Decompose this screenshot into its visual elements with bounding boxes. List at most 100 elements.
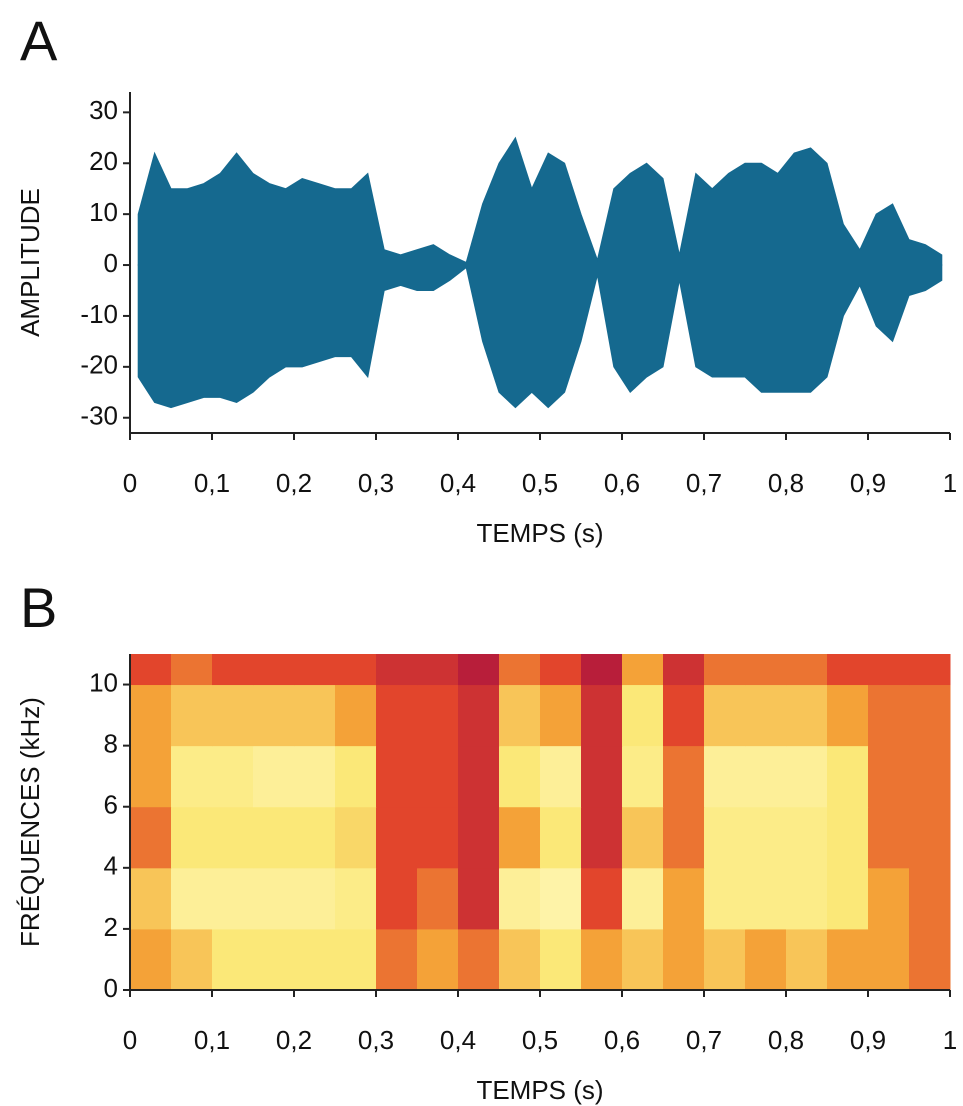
heat-cell <box>745 745 787 808</box>
heat-cell <box>704 745 746 808</box>
heat-cell <box>581 867 623 930</box>
heat-cell <box>909 684 951 747</box>
heat-cell <box>827 806 869 869</box>
heat-cell <box>130 806 172 869</box>
heat-cell <box>253 745 295 808</box>
x-tick-label: 0,5 <box>522 1025 558 1055</box>
heat-cell <box>212 745 254 808</box>
heat-cell <box>786 684 828 747</box>
heat-cell <box>868 806 910 869</box>
y-tick-label: 6 <box>104 790 118 820</box>
heat-cell <box>663 806 705 869</box>
heat-cell <box>335 684 377 747</box>
heat-cell <box>540 684 582 747</box>
heat-cell <box>294 928 336 991</box>
x-tick-label: 0,2 <box>276 1025 312 1055</box>
heat-cell <box>827 867 869 930</box>
x-tick-label: 0,2 <box>276 468 312 498</box>
y-tick-label: 8 <box>104 729 118 759</box>
heat-cell <box>376 867 418 930</box>
heat-cell <box>581 928 623 991</box>
y-tick-label: -20 <box>80 350 118 380</box>
x-tick-label: 0 <box>123 1025 137 1055</box>
heat-cell <box>581 745 623 808</box>
y-tick-label: 4 <box>104 851 118 881</box>
y-tick-label: 20 <box>89 146 118 176</box>
heat-cell <box>253 867 295 930</box>
heat-cell <box>458 745 500 808</box>
heat-cell <box>745 684 787 747</box>
heat-cell <box>458 654 500 686</box>
heat-cell <box>130 867 172 930</box>
panel-label: B <box>20 576 57 639</box>
heat-cell <box>581 684 623 747</box>
heat-cell <box>745 806 787 869</box>
x-tick-label: 0,1 <box>194 1025 230 1055</box>
heat-cell <box>909 806 951 869</box>
heat-cell <box>171 928 213 991</box>
heat-cell <box>253 684 295 747</box>
y-tick-label: 10 <box>89 197 118 227</box>
x-tick-label: 0,4 <box>440 468 476 498</box>
heat-cell <box>581 806 623 869</box>
heat-cell <box>540 806 582 869</box>
heat-cell <box>171 745 213 808</box>
heat-cell <box>376 928 418 991</box>
waveform-envelope <box>137 264 943 409</box>
heat-cell <box>704 806 746 869</box>
x-tick-label: 0,9 <box>850 468 886 498</box>
y-tick-label: -10 <box>80 299 118 329</box>
heat-cell <box>909 867 951 930</box>
heat-cell <box>663 928 705 991</box>
x-tick-label: 0,6 <box>604 1025 640 1055</box>
heat-cell <box>417 745 459 808</box>
heat-cell <box>376 654 418 686</box>
x-tick-label: 0,8 <box>768 468 804 498</box>
heat-cell <box>212 654 254 686</box>
heat-cell <box>827 684 869 747</box>
heat-cell <box>130 654 172 686</box>
heat-cell <box>663 867 705 930</box>
heat-cell <box>786 745 828 808</box>
heat-cell <box>622 684 664 747</box>
heat-cell <box>458 928 500 991</box>
waveform-envelope <box>137 136 943 266</box>
x-tick-label: 1 <box>943 1025 957 1055</box>
heat-cell <box>499 745 541 808</box>
heat-cell <box>376 745 418 808</box>
heat-cell <box>868 745 910 808</box>
heat-cell <box>294 654 336 686</box>
panel-label: A <box>20 9 58 72</box>
heat-cell <box>704 867 746 930</box>
heat-cell <box>458 684 500 747</box>
heat-cell <box>335 928 377 991</box>
heat-cell <box>663 654 705 686</box>
x-tick-label: 0,3 <box>358 468 394 498</box>
y-tick-label: 0 <box>104 973 118 1003</box>
heat-cell <box>253 806 295 869</box>
heat-cell <box>171 654 213 686</box>
y-axis-title: AMPLITUDE <box>15 188 45 337</box>
x-tick-label: 0,5 <box>522 468 558 498</box>
heat-cell <box>622 928 664 991</box>
y-tick-label: 0 <box>104 248 118 278</box>
heat-cell <box>417 867 459 930</box>
y-axis-title: FRÉQUENCES (kHz) <box>15 697 45 947</box>
heat-cell <box>417 654 459 686</box>
heat-cell <box>499 806 541 869</box>
heat-cell <box>294 806 336 869</box>
y-tick-label: 10 <box>89 667 118 697</box>
heat-cell <box>622 867 664 930</box>
heat-cell <box>786 806 828 869</box>
heat-cell <box>294 684 336 747</box>
heat-cell <box>130 928 172 991</box>
heat-cell <box>212 928 254 991</box>
heat-cell <box>622 806 664 869</box>
x-tick-label: 0,6 <box>604 468 640 498</box>
heat-cell <box>294 867 336 930</box>
heat-cell <box>335 654 377 686</box>
heat-cell <box>868 654 910 686</box>
heat-cell <box>745 867 787 930</box>
